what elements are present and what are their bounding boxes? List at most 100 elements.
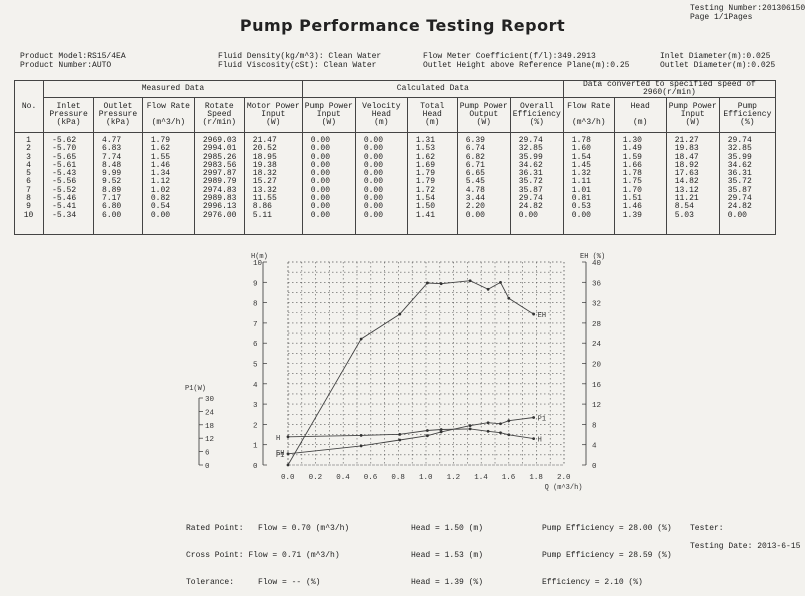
- column-header: Outlet Pressure (kPa): [93, 97, 143, 133]
- table-cell: 1.02: [150, 185, 171, 195]
- page-indicator: Page 1/1Pages: [690, 13, 753, 22]
- table-cell: 0.00: [363, 144, 384, 154]
- table-column-cells: 0.00 0.00 0.00 0.00 0.00 0.00 0.00 0.00 0.00 0.00: [301, 132, 356, 235]
- table-cell: -5.34: [52, 210, 77, 220]
- table-cell: -5.62: [52, 136, 77, 145]
- table-cell: 18.47: [674, 152, 699, 162]
- table-cell: 5.03: [674, 210, 694, 220]
- head-rated: Head = 1.50 (m): [411, 524, 484, 533]
- table-cell: 2989.79: [202, 177, 237, 187]
- table-cell: 1.51: [622, 194, 642, 204]
- series-line-p1: [287, 417, 534, 455]
- eh-axis-tick-label: 16: [592, 382, 602, 390]
- table-cell: 4.78: [465, 185, 485, 195]
- table-cell: 24.82: [518, 202, 543, 212]
- data-point-p1: [532, 416, 536, 419]
- table-cell: 1.49: [622, 144, 642, 154]
- x-tick-label: 1.6: [502, 474, 516, 482]
- data-point-p1: [468, 424, 472, 428]
- table-cell: 3: [26, 152, 31, 162]
- table-cell: 11.55: [252, 194, 277, 204]
- table-cell: 0.00: [310, 194, 330, 204]
- table-cell: 29.74: [727, 136, 752, 145]
- fluid-density: Fluid Density(kg/m^3): Clean Water: [218, 52, 382, 61]
- table-cell: 0.00: [363, 152, 384, 162]
- table-cell: 2994.01: [202, 144, 237, 154]
- x-tick-label: 0.8: [391, 474, 405, 482]
- series-line-eh: [287, 280, 534, 466]
- table-cell: 35.72: [727, 177, 752, 187]
- x-tick-label: 1.2: [447, 474, 461, 482]
- data-point-eh: [398, 312, 402, 316]
- data-point-h: [486, 429, 490, 433]
- table-cell: 1.59: [622, 152, 642, 162]
- table-cell: 5: [26, 169, 31, 179]
- table-cell: 1.30: [622, 136, 642, 145]
- x-tick-label: 0.2: [309, 474, 323, 482]
- table-column-cells: 21.47 20.52 18.95 19.38 18.32 15.27 13.32 11.55…: [243, 132, 303, 235]
- table-cell: 6.00: [102, 210, 122, 220]
- table-cell: 29.74: [727, 194, 752, 204]
- table-cell: 1.46: [622, 202, 642, 212]
- column-header: No.: [13, 80, 45, 133]
- table-cell: 13.12: [674, 185, 699, 195]
- table-cell: 2989.83: [202, 194, 237, 204]
- fluid-viscosity: Fluid Viscosity(cSt): Clean Water: [218, 61, 377, 70]
- table-cell: 13.32: [252, 185, 277, 195]
- left-marker-p1: P1: [276, 452, 284, 460]
- head-summary: Head = 1.50 (m) Head = 1.53 (m) Head = 1…: [411, 506, 483, 596]
- table-cell: 9: [26, 202, 31, 212]
- data-point-p1: [439, 430, 443, 434]
- table-cell: 6.39: [465, 136, 485, 145]
- table-cell: 1.11: [571, 177, 591, 187]
- outlet-height: Outlet Height above Reference Plane(m):0…: [423, 61, 630, 70]
- h-axis-tick-label: 3: [253, 402, 258, 410]
- h-axis-tick-label: 8: [253, 301, 258, 309]
- data-point-eh: [425, 281, 429, 285]
- h-axis-tick-label: 0: [253, 463, 258, 471]
- table-cell: 1.31: [415, 136, 436, 145]
- flow-meter-coefficient: Flow Meter Coefficient(f/l):349.2913: [423, 52, 596, 61]
- table-cell: 1.12: [150, 177, 171, 187]
- h-axis-tick-label: 4: [253, 382, 258, 390]
- column-header: Flow Rate (m^3/h): [141, 97, 195, 133]
- x-tick-label: 0.6: [364, 474, 378, 482]
- table-cell: 0.00: [518, 210, 538, 220]
- inlet-diameter: Inlet Diameter(m):0.025: [660, 52, 771, 61]
- table-cell: 35.87: [518, 185, 543, 195]
- table-column-cells: 21.27 19.83 18.47 18.92 17.63 14.82 13.12 11.21…: [665, 132, 720, 235]
- table-cell: 9.99: [102, 169, 122, 179]
- table-cell: 2983.56: [202, 160, 237, 170]
- h-axis-tick-label: 9: [253, 280, 258, 288]
- head-cross: Head = 1.53 (m): [411, 551, 484, 560]
- table-cell: 2976.00: [202, 210, 237, 220]
- table-cell: 0.00: [727, 210, 747, 220]
- data-point-p1: [398, 438, 402, 442]
- table-cell: 1.60: [571, 144, 591, 154]
- table-cell: 7: [26, 185, 31, 195]
- eh-axis-tick-label: 28: [592, 321, 601, 329]
- data-point-p1: [425, 434, 429, 438]
- table-column-cells: 4.77 6.83 7.74 8.48 9.99 9.52 8.89 7.17 6.80 6.00: [93, 132, 143, 235]
- column-header: Overall Efficiency (%): [509, 97, 564, 133]
- table-cell: 0.00: [310, 177, 330, 187]
- table-cell: 21.27: [674, 136, 699, 145]
- table-column-cells: 1.31 1.53 1.62 1.69 1.79 1.79 1.72 1.54 1.50 1.41: [406, 132, 458, 235]
- table-cell: -5.70: [52, 144, 77, 154]
- table-cell: 35.99: [727, 152, 752, 162]
- table-cell: 6: [26, 177, 31, 187]
- table-cell: 1.72: [415, 185, 436, 195]
- efficiency-tolerance: Efficiency = 2.10 (%): [542, 578, 643, 587]
- table-cell: 1.70: [622, 185, 642, 195]
- table-cell: 0.00: [310, 202, 330, 212]
- table-cell: -5.56: [52, 177, 77, 187]
- eh-axis-tick-label: 24: [592, 341, 602, 349]
- table-cell: 2974.83: [202, 185, 237, 195]
- table-cell: 5.45: [465, 177, 485, 187]
- performance-table: No. Measured Data Calculated Data Data c…: [13, 80, 777, 235]
- h-axis-label: H(m): [251, 253, 268, 261]
- table-cell: 29.74: [518, 194, 543, 204]
- data-point-h: [468, 427, 472, 431]
- table-cell: 18.32: [252, 169, 277, 179]
- column-header-row: Inlet Pressure (kPa) Outlet Pressure (kPa…: [15, 97, 777, 133]
